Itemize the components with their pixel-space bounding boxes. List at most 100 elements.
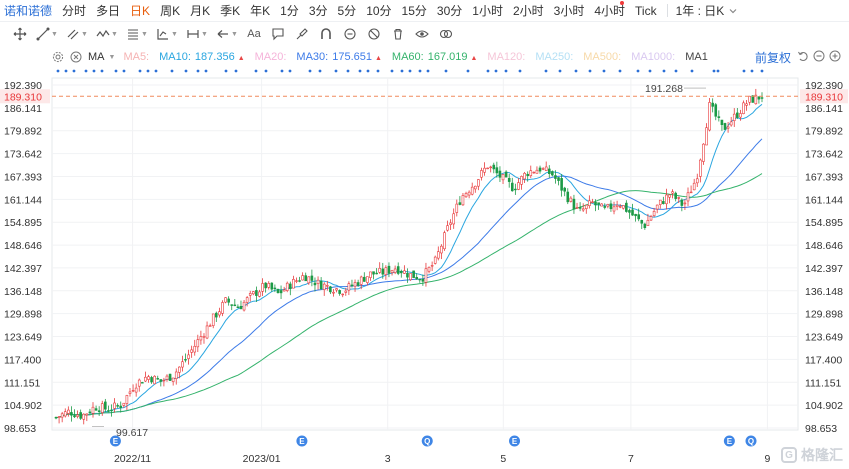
legend-item-ma60[interactable]: MA60: 167.019 ▲ xyxy=(392,51,478,63)
period-bar: 诺和诺德 分时 多日 日K 周K 月K 季K 年K 1分 3分 5分 10分 1… xyxy=(0,0,849,22)
fibonacci-tool-icon[interactable]: ▼ xyxy=(124,25,150,43)
tab-15min[interactable]: 15分 xyxy=(401,4,427,18)
candle-body xyxy=(507,177,511,182)
notification-dot xyxy=(620,1,624,5)
tab-10min[interactable]: 10分 xyxy=(366,4,392,18)
event-icon xyxy=(296,435,308,447)
tab-3hour[interactable]: 3小时 xyxy=(553,4,585,18)
signal-dot xyxy=(690,69,694,73)
pattern-tool-icon[interactable]: ▼ xyxy=(154,25,180,43)
candle-body xyxy=(125,395,129,404)
wave-tool-icon[interactable]: ▼ xyxy=(94,25,120,43)
hide-drawing-icon[interactable] xyxy=(364,25,384,43)
range-select[interactable]: 1年 : 日K xyxy=(676,2,739,19)
zoom-out-icon[interactable] xyxy=(813,50,825,62)
drawing-toolbar: ▼ ▼ ▼ ▼ ▼ ▼ ▼ Aa xyxy=(0,24,849,44)
measure-tool-icon[interactable]: ▼ xyxy=(184,25,210,43)
candle-body xyxy=(510,182,514,192)
signal-dot xyxy=(334,69,338,73)
signal-dot xyxy=(288,69,292,73)
tab-multi-day[interactable]: 多日 xyxy=(96,4,121,18)
legend-item-ma250[interactable]: MA250: xyxy=(535,51,573,63)
candle-body xyxy=(686,192,690,202)
adjust-price-button[interactable]: 前复权 xyxy=(754,50,791,65)
candle-body xyxy=(492,164,496,170)
zoom-in-icon[interactable] xyxy=(829,50,841,62)
legend-item-ma1[interactable]: MA1 xyxy=(685,51,708,63)
candle-body xyxy=(248,293,252,296)
close-icon[interactable] xyxy=(70,51,82,63)
arrow-tool-icon[interactable]: ▼ xyxy=(214,25,240,43)
legend-item-ma10[interactable]: MA10: 187.356 ▲ xyxy=(159,51,245,63)
candle-body xyxy=(464,193,468,198)
candle-body xyxy=(449,222,452,225)
x-tick-label: 3 xyxy=(385,453,391,465)
candle-body xyxy=(137,379,141,387)
legend-item-ma5[interactable]: MA5: xyxy=(123,51,149,63)
y-tick-label-left: 167.393 xyxy=(4,171,42,183)
tab-daily-k[interactable]: 日K xyxy=(130,4,151,18)
legend-item-ma120[interactable]: MA120: xyxy=(487,51,525,63)
tab-2hour[interactable]: 2小时 xyxy=(512,4,544,18)
tab-3min[interactable]: 3分 xyxy=(308,4,328,18)
legend-item-label: MA250: xyxy=(535,51,574,63)
delete-drawing-icon[interactable] xyxy=(388,25,408,43)
channel-tool-icon[interactable]: ▼ xyxy=(64,25,90,43)
comment-tool-icon[interactable] xyxy=(268,25,288,43)
candle-body xyxy=(467,191,471,196)
text-tool-icon[interactable]: Aa xyxy=(247,28,261,40)
tab-4hour[interactable]: 4小时 xyxy=(594,4,626,18)
visibility-icon[interactable] xyxy=(412,25,432,43)
tab-1hour[interactable]: 1小时 xyxy=(472,4,503,18)
candle-body xyxy=(338,290,341,294)
trendline-tool-icon[interactable]: ▼ xyxy=(34,25,60,43)
brush-tool-icon[interactable] xyxy=(292,25,312,43)
ma-lines xyxy=(55,103,763,419)
chevron-down-icon[interactable]: ▼ xyxy=(108,53,116,61)
tab-quarterly-k[interactable]: 季K xyxy=(220,4,241,18)
candle-body xyxy=(147,376,150,380)
candle-body xyxy=(141,382,144,384)
stock-name[interactable]: 诺和诺德 xyxy=(4,4,53,18)
candle-body xyxy=(751,95,755,103)
tab-tick[interactable]: Tick xyxy=(635,3,657,18)
signal-dot xyxy=(648,69,652,73)
candle-body xyxy=(631,209,634,216)
event-label: E xyxy=(299,437,305,446)
event-marker: E xyxy=(109,435,121,447)
signal-dot xyxy=(308,69,312,73)
candle-body xyxy=(304,275,308,282)
lock-drawing-icon[interactable] xyxy=(340,25,360,43)
tab-monthly-k[interactable]: 月K xyxy=(190,4,211,18)
candle-body xyxy=(729,121,733,126)
tab-5min[interactable]: 5分 xyxy=(337,4,357,18)
tab-intraday[interactable]: 分时 xyxy=(62,4,87,18)
magnet-icon[interactable] xyxy=(316,25,336,43)
candle-body xyxy=(205,325,209,339)
x-axis: 2022/11 2023/01 3 5 7 9 xyxy=(114,453,771,465)
candle-body xyxy=(301,275,304,281)
tab-yearly-k[interactable]: 年K xyxy=(250,4,271,18)
legend-item-ma20[interactable]: MA20: xyxy=(255,51,287,63)
candle-body xyxy=(714,104,718,117)
candle-body xyxy=(440,245,443,254)
candle-body xyxy=(446,225,449,231)
y-tick-label-right: 167.393 xyxy=(805,171,843,183)
settings-icon[interactable] xyxy=(52,51,64,63)
candle-body xyxy=(455,203,459,213)
y-tick-label-right: 123.649 xyxy=(805,332,843,344)
tab-30min[interactable]: 30分 xyxy=(436,4,463,18)
legend-item-ma30[interactable]: MA30: 175.651 ▲ xyxy=(296,51,382,63)
legend-item-ma500[interactable]: MA500: xyxy=(583,51,621,63)
layers-icon[interactable] xyxy=(436,25,456,43)
crosshair-move-icon[interactable] xyxy=(10,25,30,43)
tab-1min[interactable]: 1分 xyxy=(280,4,299,18)
candle-body xyxy=(430,265,434,267)
tab-weekly-k[interactable]: 周K xyxy=(160,4,181,18)
undo-icon[interactable] xyxy=(797,50,809,62)
ma-indicator-name[interactable]: MA xyxy=(88,51,105,63)
candle-body xyxy=(326,285,329,287)
legend-item-ma1000[interactable]: MA1000: xyxy=(631,51,675,63)
signal-dot xyxy=(574,69,578,73)
